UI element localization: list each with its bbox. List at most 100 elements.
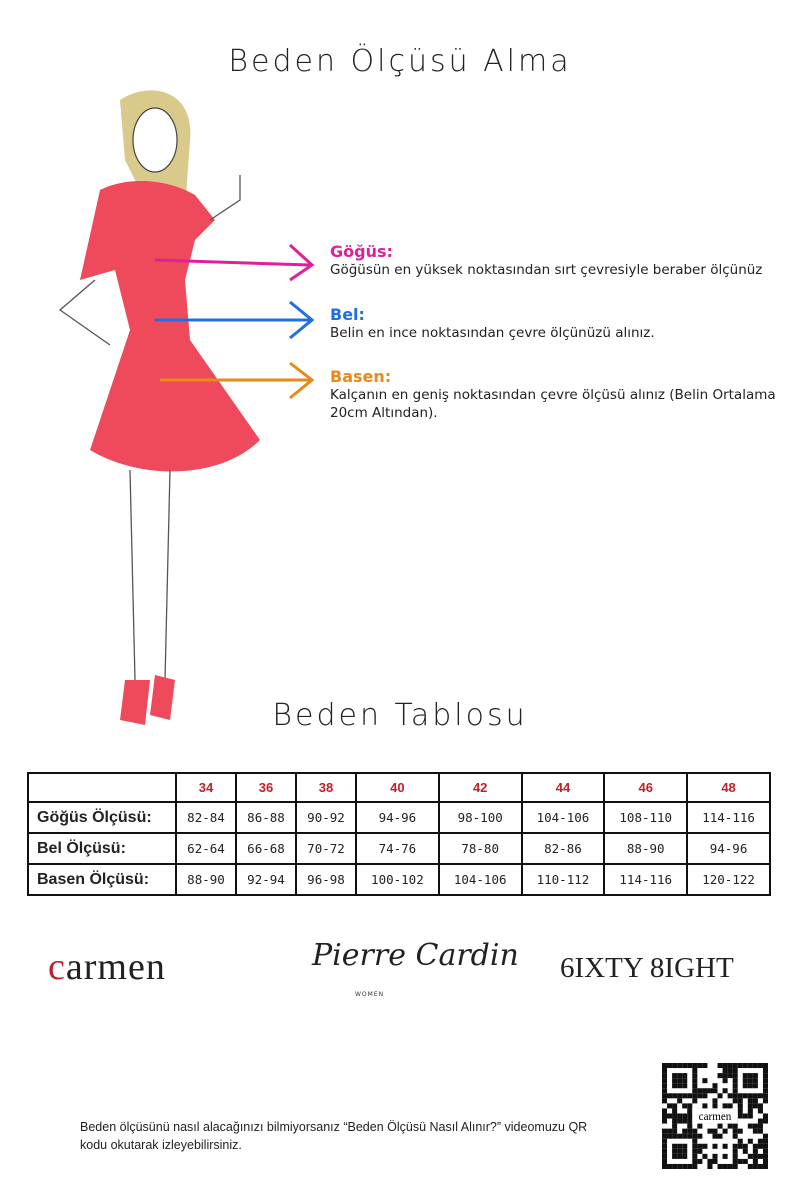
qr-module [742, 1143, 748, 1149]
qr-module [742, 1148, 748, 1154]
qr-module [762, 1153, 768, 1159]
qr-module [732, 1068, 738, 1074]
cell: 88-90 [175, 863, 237, 896]
row-label: Basen Ölçüsü: [27, 863, 177, 896]
qr-module [762, 1138, 768, 1144]
qr-module [742, 1063, 748, 1069]
qr-module [747, 1123, 753, 1129]
qr-module [762, 1113, 768, 1119]
size-header: 42 [437, 772, 523, 803]
qr-module [687, 1128, 693, 1134]
qr-module [662, 1148, 668, 1154]
qr-module [692, 1093, 698, 1099]
qr-module [762, 1088, 768, 1094]
qr-module [682, 1163, 688, 1169]
qr-module [682, 1133, 688, 1139]
qr-module [727, 1073, 733, 1079]
qr-module [737, 1098, 743, 1104]
row-label: Göğüs Ölçüsü: [27, 801, 177, 834]
qr-module [682, 1143, 688, 1149]
qr-module [717, 1063, 723, 1069]
qr-module [737, 1063, 743, 1069]
qr-module [677, 1098, 683, 1104]
size-header: 38 [295, 772, 357, 803]
qr-module [752, 1123, 758, 1129]
qr-module [697, 1093, 703, 1099]
qr-module [682, 1148, 688, 1154]
qr-module [692, 1138, 698, 1144]
qr-module [662, 1118, 668, 1124]
qr-module [662, 1138, 668, 1144]
cell: 74-76 [355, 832, 440, 865]
qr-module [682, 1118, 688, 1124]
qr-module [662, 1083, 668, 1089]
qr-module [747, 1108, 753, 1114]
qr-module [667, 1128, 673, 1134]
head [132, 107, 178, 173]
qr-module [682, 1078, 688, 1084]
qr-module [687, 1163, 693, 1169]
qr-module [757, 1108, 763, 1114]
qr-module [687, 1123, 693, 1129]
qr-module [662, 1133, 668, 1139]
qr-module [677, 1073, 683, 1079]
qr-module [732, 1133, 738, 1139]
qr-module [672, 1123, 678, 1129]
qr-module [727, 1093, 733, 1099]
qr-module [722, 1073, 728, 1079]
qr-module [717, 1123, 723, 1129]
qr-module [722, 1153, 728, 1159]
cell: 94-96 [686, 832, 771, 865]
qr-module [762, 1148, 768, 1154]
qr-module [682, 1083, 688, 1089]
qr-module [732, 1093, 738, 1099]
qr-code[interactable]: carmen [662, 1063, 768, 1169]
qr-module [677, 1148, 683, 1154]
qr-module [677, 1093, 683, 1099]
qr-module [697, 1158, 703, 1164]
qr-module [747, 1078, 753, 1084]
qr-module [682, 1128, 688, 1134]
qr-module [682, 1063, 688, 1069]
qr-module [677, 1063, 683, 1069]
qr-module [662, 1078, 668, 1084]
size-header: 48 [686, 772, 771, 803]
qr-module [672, 1063, 678, 1069]
qr-module [672, 1148, 678, 1154]
size-header: 46 [603, 772, 689, 803]
row-label: Bel Ölçüsü: [27, 832, 177, 865]
qr-module [672, 1108, 678, 1114]
qr-module [667, 1063, 673, 1069]
qr-module [677, 1078, 683, 1084]
qr-module [662, 1143, 668, 1149]
qr-module [742, 1078, 748, 1084]
qr-module [692, 1128, 698, 1134]
qr-module [707, 1163, 713, 1169]
qr-module [662, 1098, 668, 1104]
qr-module [732, 1123, 738, 1129]
qr-module [672, 1128, 678, 1134]
qr-module [662, 1128, 668, 1134]
woman-figure-illustration [58, 90, 315, 725]
qr-module [682, 1153, 688, 1159]
qr-module [697, 1143, 703, 1149]
qr-module [742, 1073, 748, 1079]
qr-module [672, 1113, 678, 1119]
qr-module [662, 1093, 668, 1099]
qr-module [707, 1088, 713, 1094]
qr-module [712, 1153, 718, 1159]
qr-module [727, 1123, 733, 1129]
qr-module [697, 1133, 703, 1139]
qr-module [697, 1123, 703, 1129]
qr-module [762, 1133, 768, 1139]
qr-module [672, 1118, 678, 1124]
qr-module [737, 1103, 743, 1109]
qr-module [672, 1103, 678, 1109]
qr-module [722, 1068, 728, 1074]
table-header-row: 34 36 38 40 42 44 46 48 [27, 772, 771, 803]
qr-module [692, 1098, 698, 1104]
qr-module [702, 1088, 708, 1094]
qr-module [687, 1133, 693, 1139]
dress [80, 180, 260, 472]
qr-module [752, 1153, 758, 1159]
